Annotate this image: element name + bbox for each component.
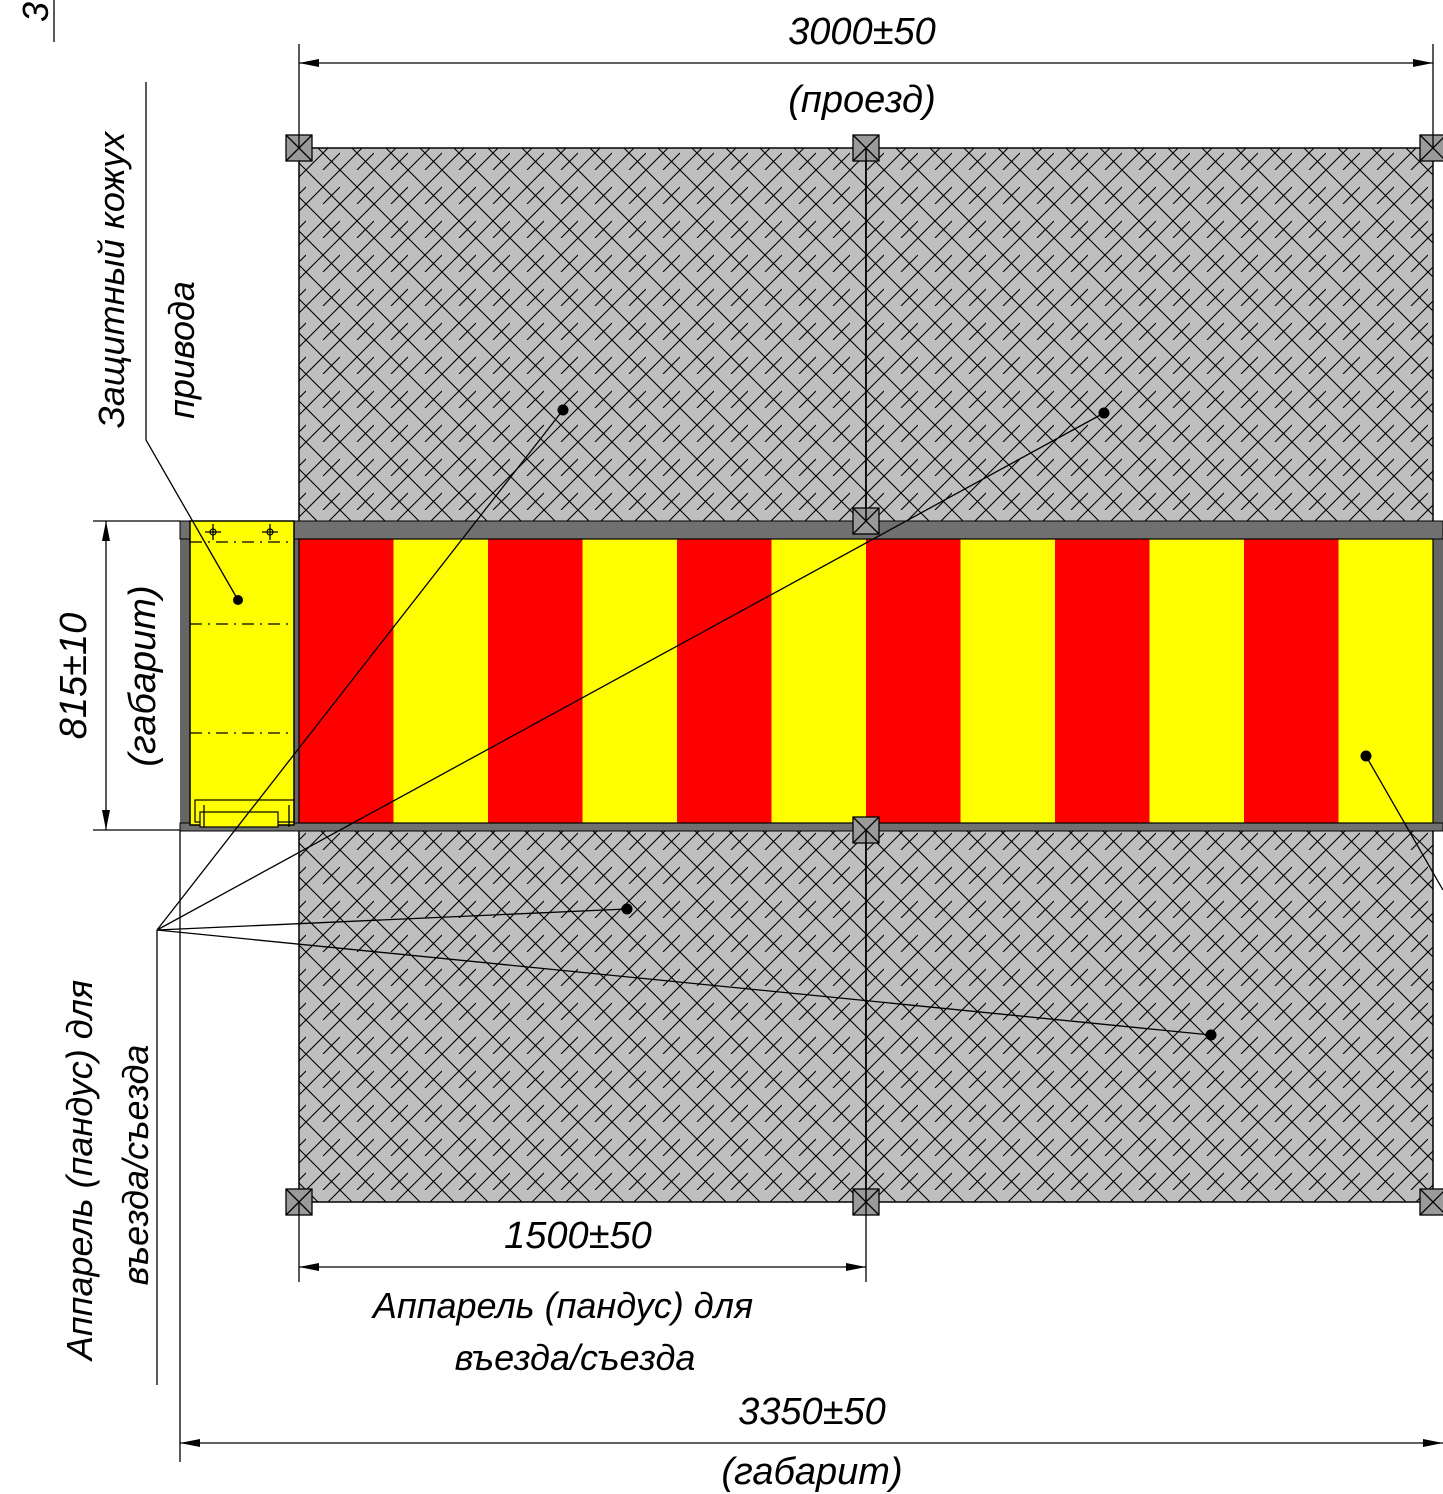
barrier-stripe <box>1338 539 1434 823</box>
ramp-bottom-label-line1: Аппарель (пандус) для <box>371 1285 753 1326</box>
dimension-height-note: (габарит) <box>122 585 164 766</box>
ramp-left-label-line1: Аппарель (пандус) для <box>59 980 100 1362</box>
dimension-overall-width-note: (габарит) <box>721 1451 902 1493</box>
top-ramp-panel-left <box>298 147 867 523</box>
dimension-ramp-width-value: 1500±50 <box>504 1215 652 1257</box>
dimension-ramp-width: 1500±50 <box>298 1202 867 1282</box>
barrier-stripe <box>1149 539 1245 823</box>
barrier-stripe <box>1055 539 1150 823</box>
dimension-overall-width-value: 3350±50 <box>738 1391 886 1433</box>
ramp-left-label-line2: въезда/съезда <box>115 1045 156 1286</box>
cover-label-line2: привода <box>161 281 202 419</box>
drive-cover <box>189 520 295 828</box>
ramp-bottom-label-line2: въезда/съезда <box>455 1337 696 1378</box>
barrier-beam-stripes <box>298 538 1434 824</box>
bottom-ramp-panel-right <box>865 829 1434 1203</box>
corner-fragment-text: 3 <box>15 2 56 22</box>
top-ramp <box>298 147 1434 523</box>
top-ramp-panel-right <box>865 147 1434 523</box>
barrier-stripe <box>299 539 394 823</box>
barrier-stripe <box>1244 539 1339 823</box>
barrier-stripe <box>677 539 772 823</box>
corner-post <box>1419 1188 1443 1216</box>
barrier-stripe <box>488 539 583 823</box>
barrier-stripe <box>393 539 489 823</box>
dimension-height-value: 815±10 <box>53 613 95 740</box>
barrier-stripe <box>771 539 867 823</box>
leader-lines <box>145 82 1443 1385</box>
dimension-top-width-value: 3000±50 <box>788 11 936 53</box>
dimension-top-width: 3000±50 (проезд) <box>298 11 1434 148</box>
barrier-stripe <box>582 539 678 823</box>
cover-label-line1: Защитный кожух <box>91 130 132 428</box>
barrier-frame-top-rail <box>179 520 1443 540</box>
dimension-top-width-note: (проезд) <box>788 79 935 121</box>
drive-cover-body <box>189 520 295 826</box>
barrier-stripe <box>866 539 961 823</box>
dimension-overall-width: 3350±50 (габарит) <box>179 831 1443 1493</box>
dimension-height: 815±10 (габарит) <box>53 520 180 831</box>
bottom-ramp-panel-left <box>298 829 867 1203</box>
corner-post <box>1419 134 1443 162</box>
barrier-stripe <box>960 539 1056 823</box>
barrier-frame-bottom-rail <box>179 822 1443 832</box>
